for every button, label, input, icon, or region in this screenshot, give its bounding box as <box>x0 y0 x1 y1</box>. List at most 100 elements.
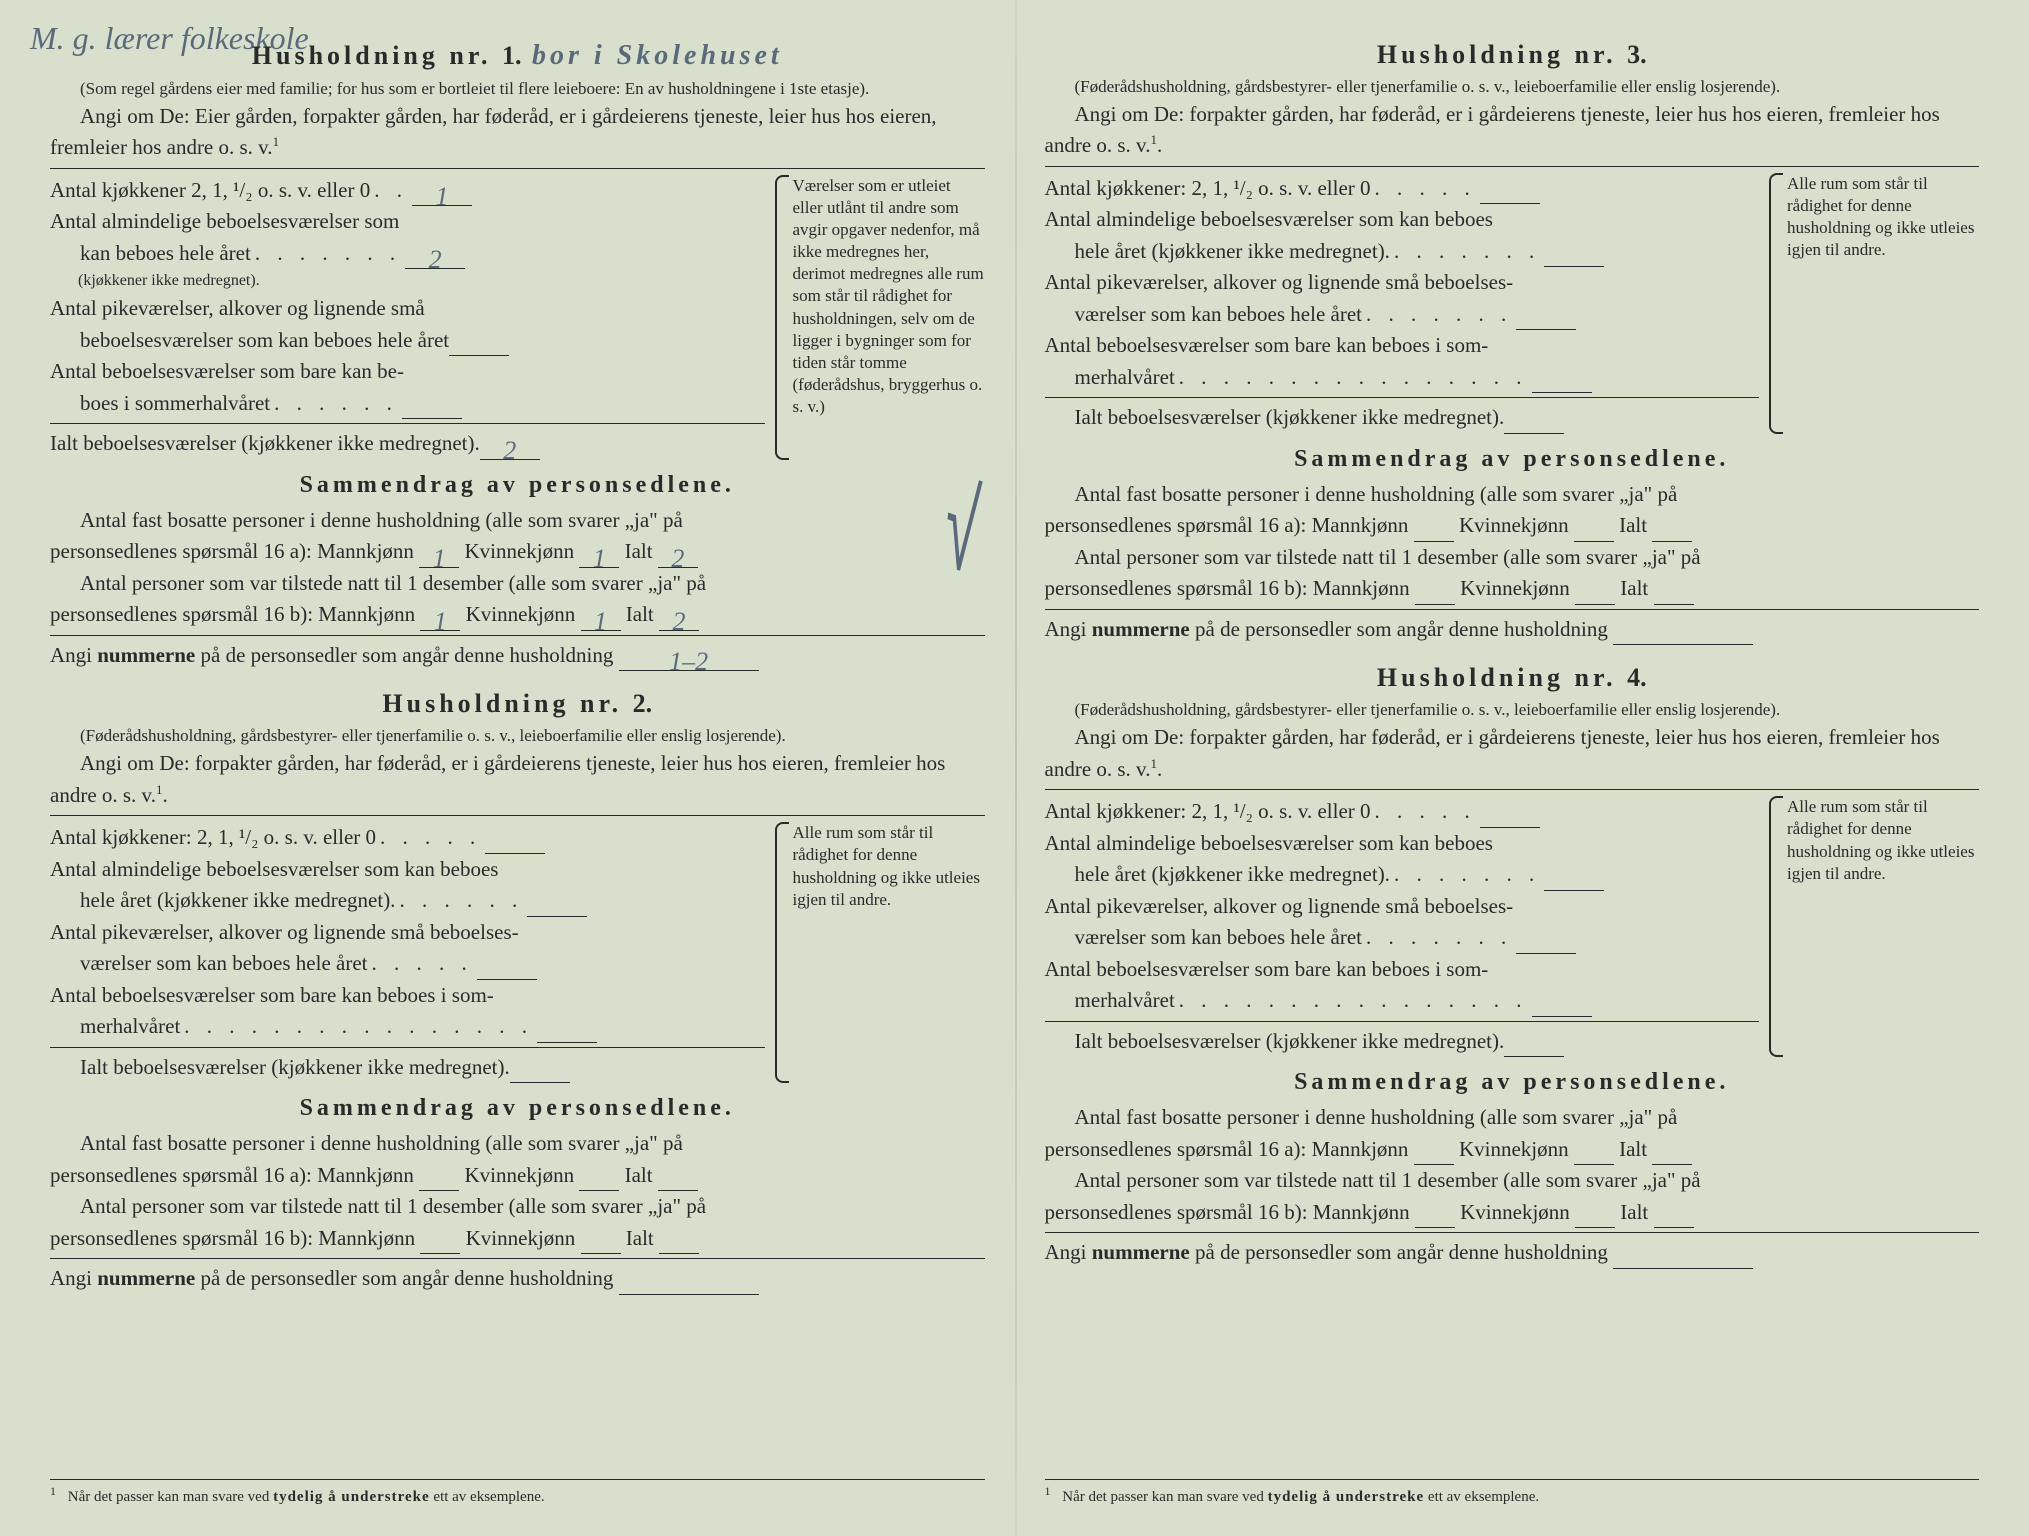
male-16a[interactable] <box>1414 1143 1454 1165</box>
summary-16b-line1: Antal personer som var tilstede natt til… <box>50 568 985 600</box>
brace-icon <box>1769 796 1783 1057</box>
male-16b[interactable]: 1 <box>420 609 460 631</box>
brace-icon <box>775 822 789 1083</box>
total-16a[interactable] <box>658 1169 698 1191</box>
title-prefix: Husholdning nr. <box>252 41 492 70</box>
summary-16a-line1: Antal fast bosatte personer i denne hush… <box>1045 1102 1980 1134</box>
title-number: 4. <box>1627 663 1647 692</box>
side-note: Værelser som er utleiet eller utlånt til… <box>775 175 985 460</box>
female-16a[interactable]: 1 <box>579 546 619 568</box>
numbers-value[interactable] <box>619 1273 759 1295</box>
female-16a[interactable] <box>1574 520 1614 542</box>
alcove-row-a: Antal pikeværelser, alkover og lignende … <box>50 917 765 949</box>
total-16a[interactable] <box>1652 1143 1692 1165</box>
note: (Føderådshusholdning, gårdsbestyrer- ell… <box>1045 699 1980 722</box>
alcove-row-a: Antal pikeværelser, alkover og lignende … <box>50 293 765 325</box>
household-3: Husholdning nr. 3. (Føderådshusholdning,… <box>1045 40 1980 645</box>
kitchens-row: Antal kjøkkener: 2, 1, ¹/₂ o. s. v. elle… <box>1045 173 1760 205</box>
numbers-value[interactable]: 1–2 <box>619 649 759 671</box>
total-16a[interactable]: 2 <box>658 546 698 568</box>
title-prefix: Husholdning nr. <box>382 689 622 718</box>
rooms-subnote: (kjøkkener ikke medregnet). <box>50 269 765 293</box>
numbers-value[interactable] <box>1613 623 1753 645</box>
male-16b[interactable] <box>1415 583 1455 605</box>
summary-16b-line1: Antal personer som var tilstede natt til… <box>1045 542 1980 574</box>
alcove-row-a: Antal pikeværelser, alkover og lignende … <box>1045 267 1760 299</box>
rooms-row-b: hele året (kjøkkener ikke medregnet). . … <box>1045 859 1760 891</box>
numbers-line: Angi nummerne på de personsedler som ang… <box>50 640 985 672</box>
title-prefix: Husholdning nr. <box>1377 663 1617 692</box>
alcove-row-b: værelser som kan beboes hele året . . . … <box>1045 922 1760 954</box>
total-16a[interactable] <box>1652 520 1692 542</box>
rooms-value[interactable] <box>1544 245 1604 267</box>
total-value[interactable]: 2 <box>480 438 540 460</box>
note: (Føderådshusholdning, gårdsbestyrer- ell… <box>1045 76 1980 99</box>
male-16b[interactable] <box>1415 1206 1455 1228</box>
note: (Føderådshusholdning, gårdsbestyrer- ell… <box>50 725 985 748</box>
summer-row-a: Antal beboelsesværelser som bare kan beb… <box>1045 330 1760 362</box>
rooms-block: Antal kjøkkener 2, 1, ¹/₂ o. s. v. eller… <box>50 175 985 460</box>
summary-16a-line2: personsedlenes spørsmål 16 a): Mannkjønn… <box>50 1160 985 1192</box>
female-16b[interactable]: 1 <box>581 609 621 631</box>
summary-title: Sammendrag av personsedlene. <box>1045 1069 1980 1096</box>
total-value[interactable] <box>510 1061 570 1083</box>
kitchens-value[interactable] <box>485 832 545 854</box>
summer-row-a: Antal beboelsesværelser som bare kan beb… <box>50 980 765 1012</box>
total-value[interactable] <box>1504 412 1564 434</box>
male-16a[interactable] <box>419 1169 459 1191</box>
summary-title: Sammendrag av personsedlene. <box>50 1095 985 1122</box>
total-16b[interactable] <box>659 1232 699 1254</box>
total-value[interactable] <box>1504 1035 1564 1057</box>
total-16b[interactable] <box>1654 1206 1694 1228</box>
alcove-value[interactable] <box>1516 932 1576 954</box>
kitchens-value[interactable] <box>1480 806 1540 828</box>
summer-value[interactable] <box>402 397 462 419</box>
female-16b[interactable] <box>1575 583 1615 605</box>
summary-title: Sammendrag av personsedlene. <box>1045 446 1980 473</box>
rule <box>1045 609 1980 610</box>
brace-icon <box>1769 173 1783 434</box>
alcove-value[interactable] <box>477 958 537 980</box>
total-16b[interactable]: 2 <box>659 609 699 631</box>
rooms-value[interactable] <box>1544 869 1604 891</box>
summary-title: Sammendrag av personsedlene. <box>50 472 985 499</box>
rooms-value[interactable] <box>527 895 587 917</box>
kitchens-value[interactable] <box>1480 182 1540 204</box>
summer-value[interactable] <box>1532 995 1592 1017</box>
total-16b[interactable] <box>1654 583 1694 605</box>
rooms-block: Antal kjøkkener: 2, 1, ¹/₂ o. s. v. elle… <box>1045 173 1980 434</box>
rooms-block: Antal kjøkkener: 2, 1, ¹/₂ o. s. v. elle… <box>1045 796 1980 1057</box>
household-3-title: Husholdning nr. 3. <box>1045 40 1980 70</box>
household-2: Husholdning nr. 2. (Føderådshusholdning,… <box>50 689 985 1294</box>
female-16a[interactable] <box>1574 1143 1614 1165</box>
female-16b[interactable] <box>581 1232 621 1254</box>
summary-16a-line1: Antal fast bosatte personer i denne hush… <box>1045 479 1980 511</box>
kitchens-row: Antal kjøkkener: 2, 1, ¹/₂ o. s. v. elle… <box>1045 796 1760 828</box>
male-16a[interactable]: 1 <box>419 546 459 568</box>
total-row: Ialt beboelsesværelser (kjøkkener ikke m… <box>50 428 765 460</box>
kitchens-value[interactable]: 1 <box>412 184 472 206</box>
rooms-row-b: hele året (kjøkkener ikke medregnet). . … <box>50 885 765 917</box>
numbers-value[interactable] <box>1613 1247 1753 1269</box>
angi-text: Angi om De: forpakter gården, har føderå… <box>1045 99 1980 162</box>
title-prefix: Husholdning nr. <box>1377 40 1617 69</box>
summer-value[interactable] <box>1532 371 1592 393</box>
title-number: 3. <box>1627 40 1647 69</box>
male-16a[interactable] <box>1414 520 1454 542</box>
alcove-value[interactable] <box>449 334 509 356</box>
summary-16a-line2: personsedlenes spørsmål 16 a): Mannkjønn… <box>1045 510 1980 542</box>
household-2-title: Husholdning nr. 2. <box>50 689 985 719</box>
side-note: Alle rum som står til rådighet for denne… <box>1769 173 1979 434</box>
rooms-value[interactable]: 2 <box>405 247 465 269</box>
rooms-row-a: Antal almindelige beboelsesværelser som <box>50 206 765 238</box>
alcove-value[interactable] <box>1516 308 1576 330</box>
female-16a[interactable] <box>579 1169 619 1191</box>
female-16b[interactable] <box>1575 1206 1615 1228</box>
summer-row-b: boes i sommerhalvåret . . . . . . <box>50 388 765 420</box>
male-16b[interactable] <box>420 1232 460 1254</box>
rule <box>1045 397 1760 398</box>
handwritten-suffix: bor i Skolehuset <box>532 40 783 71</box>
summer-value[interactable] <box>537 1021 597 1043</box>
rule <box>50 1258 985 1259</box>
summer-row-a: Antal beboelsesværelser som bare kan be- <box>50 356 765 388</box>
